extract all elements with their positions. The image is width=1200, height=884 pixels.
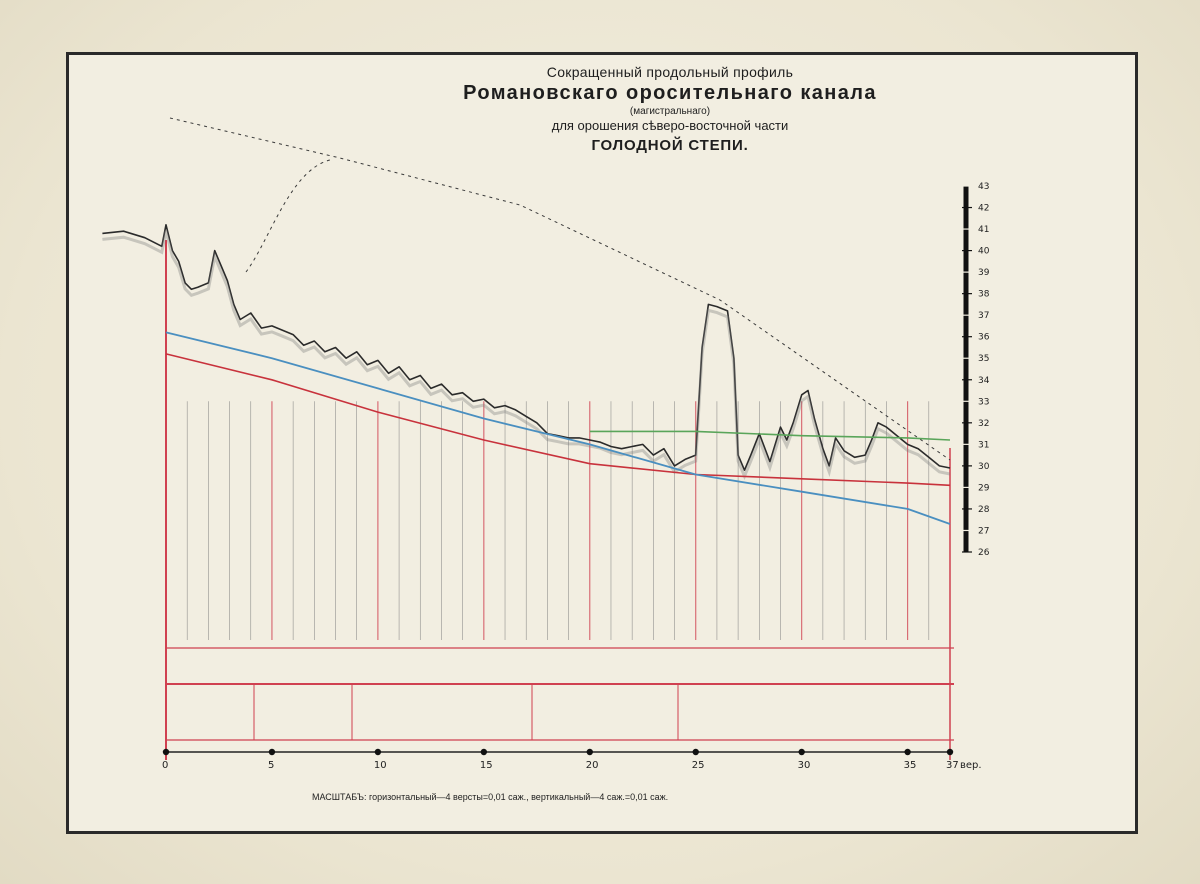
x-tick-label: 30 (798, 760, 811, 771)
y-tick-label: 41 (978, 225, 989, 235)
x-tick-marker (798, 748, 805, 756)
title-block: Сокращенный продольный профиль Романовск… (360, 64, 980, 154)
y-tick-label: 43 (978, 182, 989, 192)
title-line-5: ГОЛОДНОЙ СТЕПИ. (591, 137, 749, 154)
x-tick-marker (162, 748, 170, 756)
canal-bottom-line (165, 353, 951, 487)
branch-dashed-line (245, 159, 331, 273)
x-tick-marker (946, 748, 954, 756)
x-tick-marker (692, 748, 699, 756)
title-line-2: Романовскаго оросительнаго канала (463, 82, 877, 104)
y-tick-label: 34 (978, 376, 990, 386)
x-tick-marker (268, 748, 276, 756)
x-tick-label: 25 (692, 760, 705, 771)
y-tick-label: 32 (978, 419, 989, 429)
y-tick-label: 40 (978, 247, 990, 257)
y-tick-label: 39 (978, 268, 990, 278)
x-tick-label: 10 (374, 760, 387, 771)
y-tick-label: 35 (978, 354, 989, 364)
x-tick-label: 20 (586, 760, 599, 771)
ground-profile-shading (102, 230, 951, 481)
y-tick-label: 29 (978, 483, 990, 493)
x-tick-label: 37 (946, 760, 959, 771)
y-tick-label: 27 (978, 526, 989, 536)
y-tick-label: 38 (978, 290, 990, 300)
x-tick-marker (374, 748, 382, 756)
title-line-3: (магистральнаго) (629, 106, 711, 117)
old-channel-dashed-line (169, 117, 951, 461)
x-tick-label: 0 (162, 760, 168, 771)
y-tick-label: 26 (978, 548, 990, 558)
y-tick-label: 28 (978, 505, 990, 515)
x-tick-label: 15 (480, 760, 493, 771)
y-tick-label: 42 (978, 204, 989, 214)
x-tick-marker (904, 748, 911, 756)
y-tick-label: 37 (978, 311, 989, 321)
y-tick-label: 31 (978, 440, 989, 450)
y-tick-label: 30 (978, 462, 990, 472)
title-line-1: Сокращенный продольный профиль (546, 64, 794, 80)
water-level-line (165, 331, 951, 525)
x-tick-marker (586, 748, 593, 756)
x-tick-marker (480, 748, 488, 756)
green-level-line (589, 430, 951, 441)
x-tick-label: 5 (268, 760, 274, 771)
title-line-4: для орошения сѣверо-восточной части (551, 118, 789, 133)
x-unit-label: вер. (960, 760, 982, 771)
scale-note: МАСШТАБЪ: горизонтальный—4 версты=0,01 с… (312, 792, 669, 802)
y-tick-label: 36 (978, 333, 990, 343)
y-tick-label: 33 (978, 397, 989, 407)
x-tick-label: 35 (904, 760, 917, 771)
